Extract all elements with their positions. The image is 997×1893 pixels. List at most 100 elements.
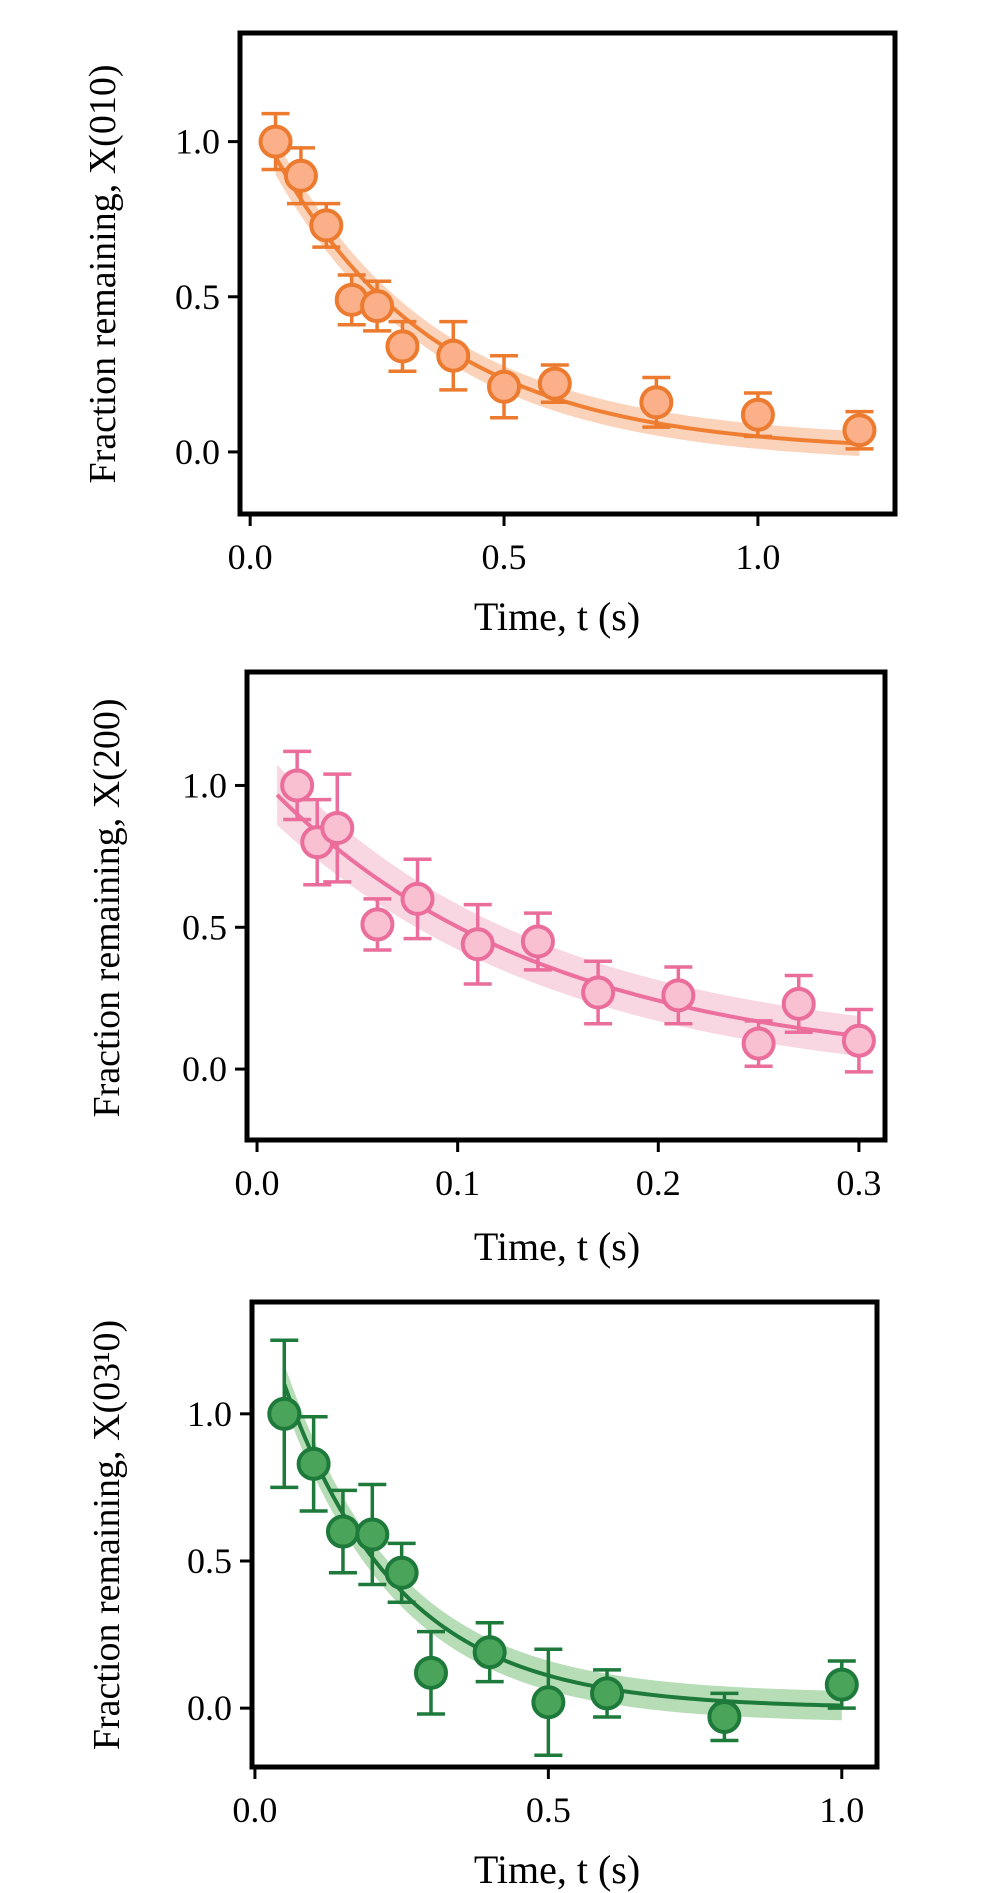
data-marker	[581, 975, 616, 1010]
x-tick-label: 0.5	[482, 537, 527, 577]
plot-area: 0.0 0.5 1.0 0.0 0.5 1.0	[187, 1299, 880, 1830]
data-point	[296, 1415, 331, 1513]
data-point	[590, 1668, 625, 1719]
plot-area: 0.0 0.1 0.2 0.3 0.0 0.5 1.0	[182, 669, 888, 1203]
x-tick-label: 0.3	[836, 1163, 881, 1203]
data-point	[581, 959, 616, 1026]
data-marker	[385, 329, 420, 364]
data-layer	[267, 1338, 859, 1757]
data-point	[309, 201, 344, 249]
data-marker	[472, 1635, 507, 1670]
y-tick-label: 0.5	[182, 907, 227, 947]
data-marker	[661, 978, 696, 1013]
x-axis-label: Time, t (s)	[474, 1847, 640, 1892]
data-point	[824, 1659, 859, 1710]
data-point	[707, 1691, 742, 1743]
data-marker	[460, 927, 495, 962]
data-point	[267, 1338, 302, 1490]
y-tick-label: 0.0	[187, 1688, 232, 1728]
x-axis-label: Time, t (s)	[474, 594, 640, 639]
data-marker	[355, 1517, 390, 1552]
data-point	[384, 1541, 419, 1604]
x-tick-label: 0.1	[435, 1163, 480, 1203]
y-axis-label: Fraction remaining, X(200)	[86, 699, 128, 1118]
data-marker	[384, 1555, 419, 1590]
y-tick-label: 1.0	[187, 1394, 232, 1434]
data-marker	[741, 1026, 776, 1061]
data-point	[531, 1647, 566, 1757]
panel-x010: Fraction remaining, X(010) Time, t (s) 0…	[82, 30, 898, 639]
y-tick-label: 0.0	[175, 432, 220, 472]
data-marker	[841, 1023, 876, 1058]
data-marker	[258, 124, 293, 159]
data-marker	[280, 768, 315, 803]
data-point	[400, 857, 435, 941]
y-tick-label: 1.0	[182, 765, 227, 805]
data-marker	[520, 924, 555, 959]
data-point	[460, 902, 495, 986]
data-marker	[639, 385, 674, 420]
panel-x0310: Fraction remaining, X(03¹0) Time, t (s) …	[86, 1299, 880, 1892]
data-point	[781, 973, 816, 1034]
data-marker	[267, 1396, 302, 1431]
data-marker	[781, 986, 816, 1021]
data-marker	[360, 907, 395, 942]
data-point	[280, 749, 315, 822]
data-marker	[537, 366, 572, 401]
data-point	[258, 111, 293, 172]
data-point	[355, 1482, 390, 1587]
data-marker	[325, 1514, 360, 1549]
data-point	[320, 772, 355, 884]
data-marker	[436, 338, 471, 373]
x-tick-label: 0.5	[526, 1790, 571, 1830]
y-axis-label: Fraction remaining, X(03¹0)	[86, 1320, 128, 1750]
data-layer	[258, 111, 877, 457]
fit-line	[282, 1383, 842, 1708]
data-marker	[360, 289, 395, 324]
data-marker	[296, 1446, 331, 1481]
data-marker	[487, 369, 522, 404]
data-point	[472, 1621, 507, 1684]
data-point	[360, 279, 395, 333]
y-tick-label: 1.0	[175, 122, 220, 162]
y-tick-label: 0.5	[175, 277, 220, 317]
data-point	[487, 353, 522, 420]
x-tick-label: 1.0	[735, 537, 780, 577]
data-point	[740, 391, 775, 439]
data-point	[360, 897, 395, 952]
data-marker	[707, 1699, 742, 1734]
data-point	[436, 319, 471, 392]
data-point	[283, 146, 318, 206]
x-tick-label: 0.0	[235, 1163, 280, 1203]
data-layer	[275, 749, 876, 1074]
data-marker	[824, 1667, 859, 1702]
data-marker	[413, 1655, 448, 1690]
data-point	[842, 409, 877, 451]
plot-frame	[237, 30, 898, 517]
x-tick-label: 0.2	[636, 1163, 681, 1203]
data-point	[841, 1007, 876, 1074]
y-axis-label: Fraction remaining, X(010)	[82, 65, 124, 484]
data-marker	[842, 413, 877, 448]
data-point	[413, 1629, 448, 1716]
x-axis-label: Time, t (s)	[474, 1224, 640, 1269]
data-point	[325, 1488, 360, 1575]
data-marker	[590, 1676, 625, 1711]
x-tick-label: 0.0	[228, 537, 273, 577]
data-marker	[320, 811, 355, 845]
plot-area: 0.0 0.5 1.0 0.0 0.5 1.0	[175, 30, 898, 577]
fit-confidence-band	[277, 764, 859, 1057]
data-marker	[740, 397, 775, 432]
data-marker	[309, 208, 344, 243]
y-tick-label: 0.0	[182, 1049, 227, 1089]
data-point	[520, 911, 555, 972]
x-tick-label: 0.0	[232, 1790, 277, 1830]
data-marker	[400, 881, 435, 916]
data-point	[385, 319, 420, 374]
data-point	[741, 1019, 776, 1069]
panel-x200: Fraction remaining, X(200) Time, t (s) 0…	[86, 669, 888, 1269]
y-tick-label: 0.5	[187, 1541, 232, 1581]
x-tick-label: 1.0	[819, 1790, 864, 1830]
data-point	[639, 375, 674, 429]
